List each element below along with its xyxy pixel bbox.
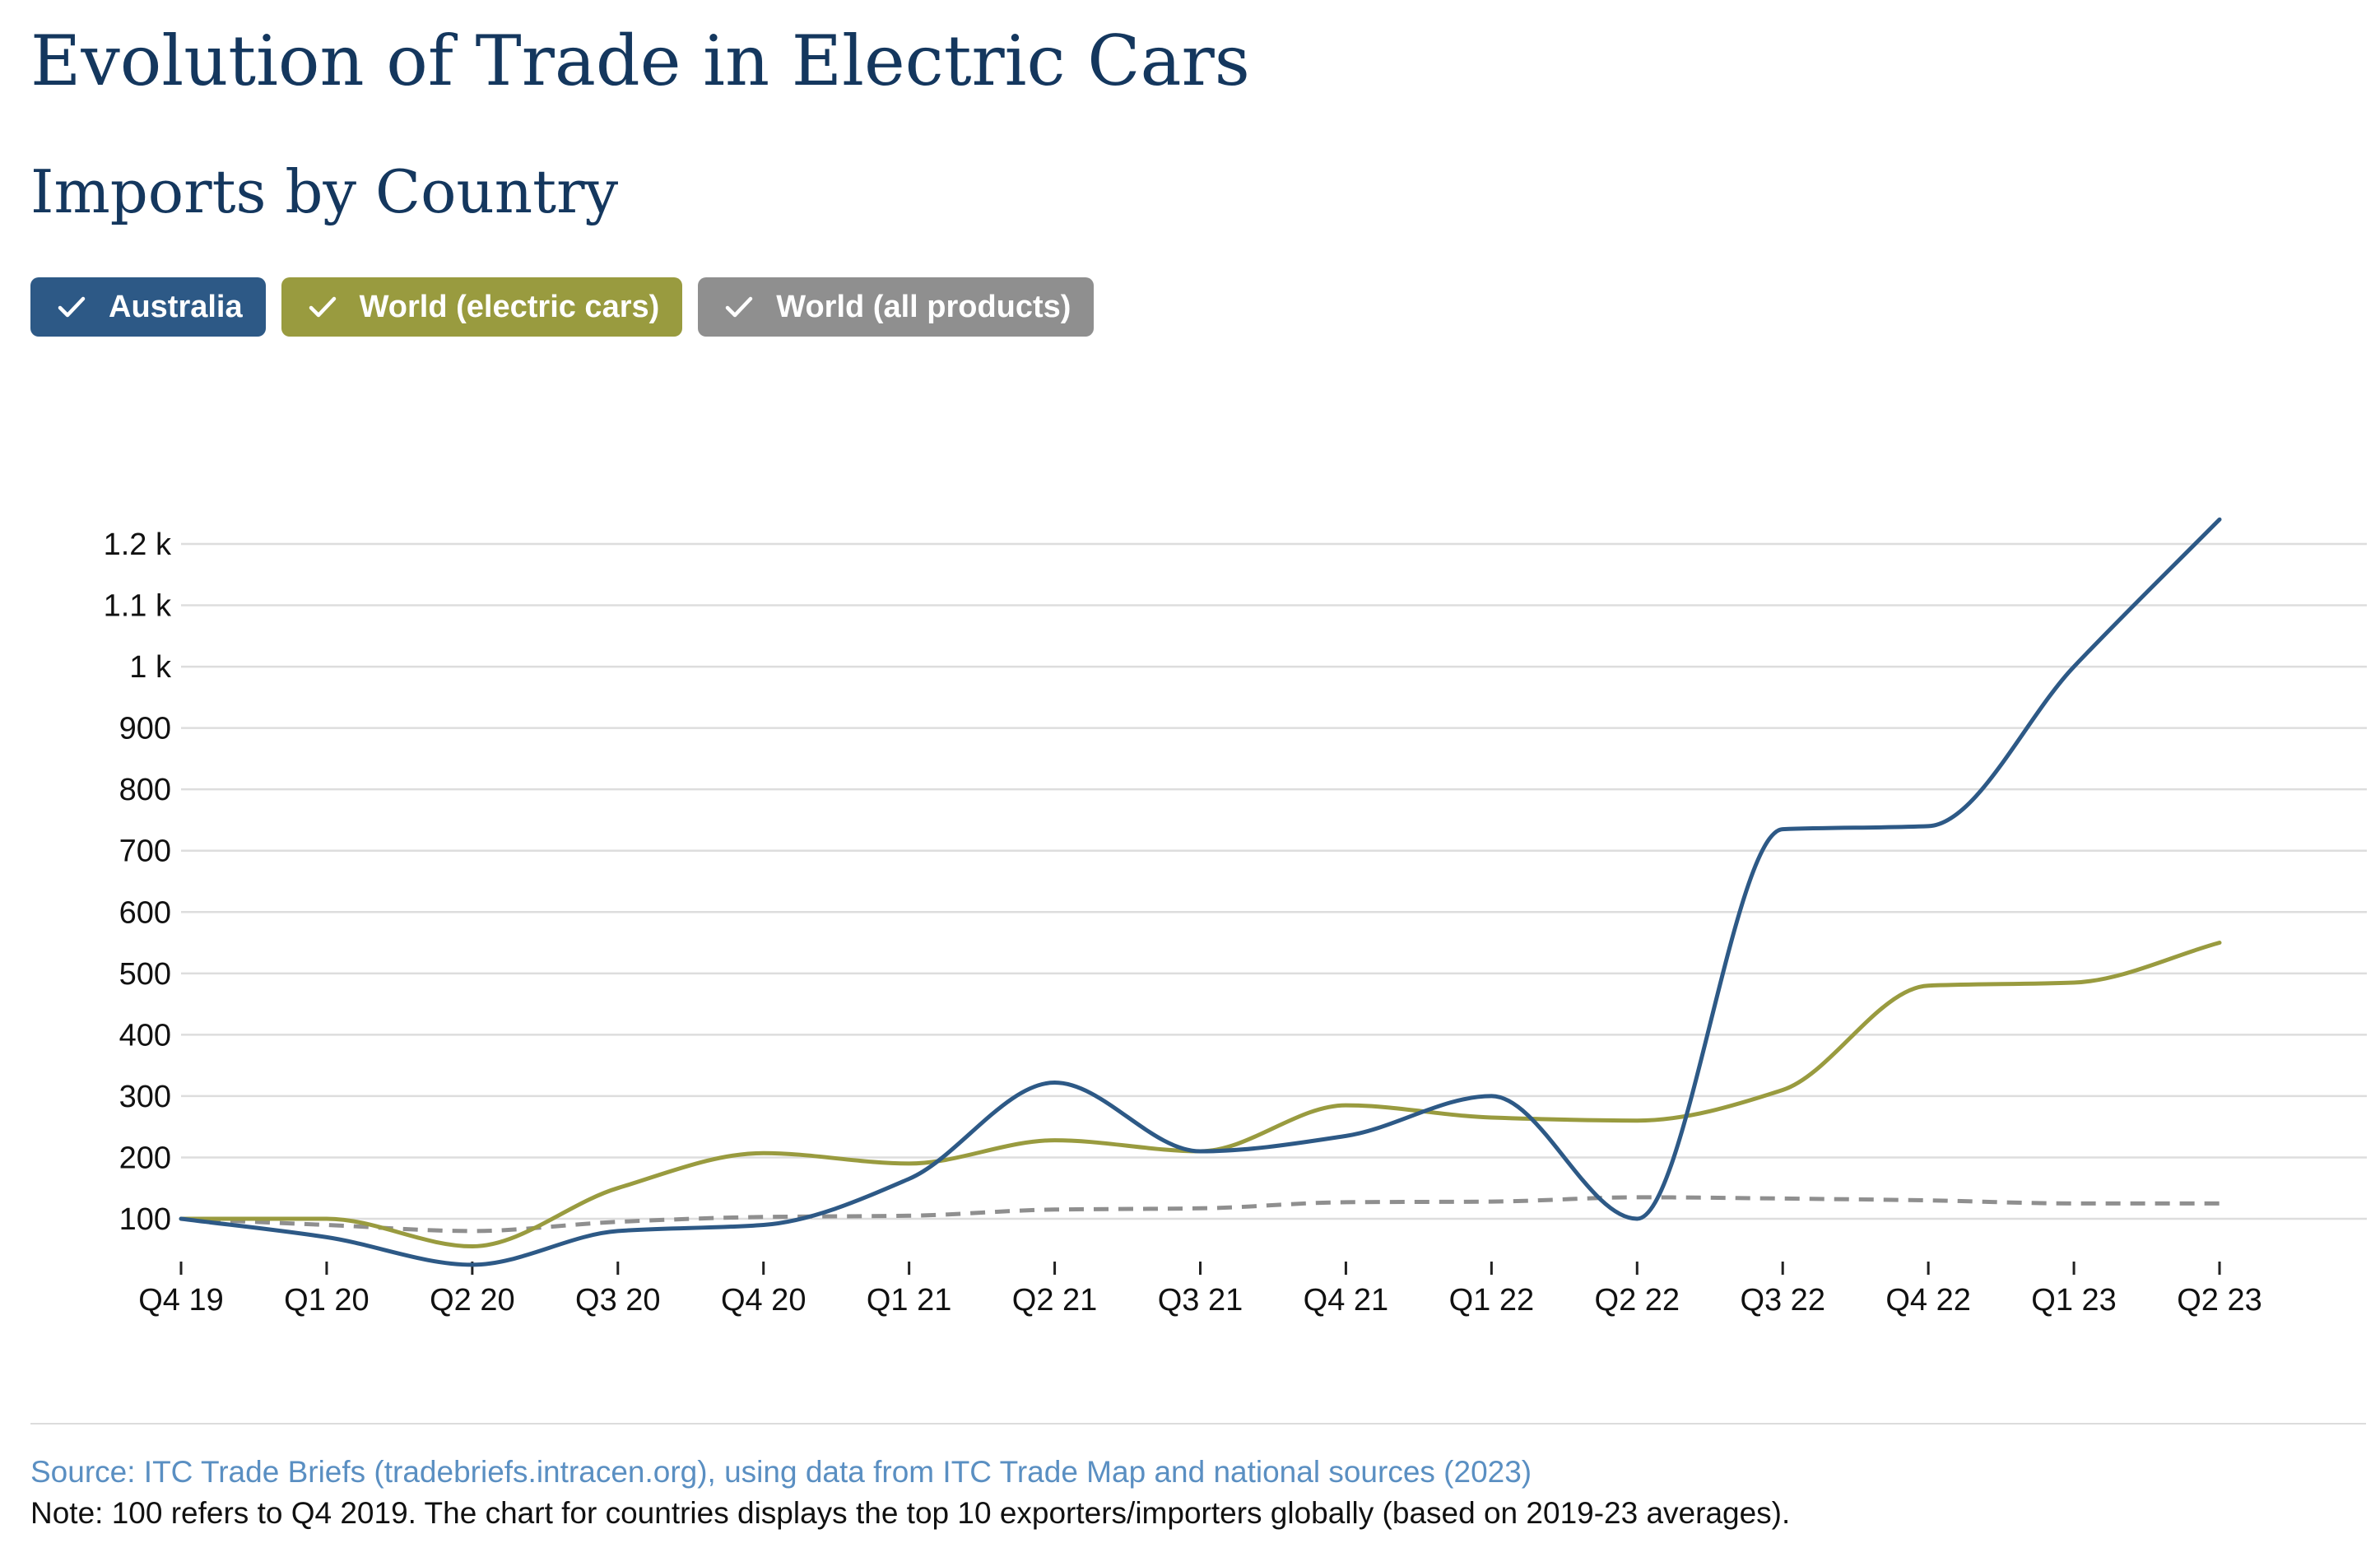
check-icon bbox=[306, 290, 339, 323]
series-line-world-all-products bbox=[180, 1195, 2220, 1234]
footer-divider bbox=[30, 1423, 2366, 1425]
y-tick-label: 800 bbox=[119, 773, 171, 807]
y-tick-label: 600 bbox=[119, 895, 171, 930]
y-tick-label: 400 bbox=[119, 1018, 171, 1053]
y-tick-label: 300 bbox=[119, 1080, 171, 1114]
legend-toggle-world-electric-cars[interactable]: World (electric cars) bbox=[281, 277, 683, 337]
footnote: Note: 100 refers to Q4 2019. The chart f… bbox=[30, 1496, 1791, 1530]
y-tick-label: 200 bbox=[119, 1141, 171, 1175]
legend-toggle-world-all-products[interactable]: World (all products) bbox=[698, 277, 1095, 337]
series-line-australia bbox=[179, 517, 2222, 1267]
x-tick-label: Q4 21 bbox=[1304, 1283, 1389, 1318]
x-axis-tick-labels: Q4 19 Q1 20 Q2 20 Q3 20 Q4 20 Q1 21 Q2 21 Q3 21… bbox=[138, 1283, 2262, 1318]
y-tick-label: 700 bbox=[119, 834, 171, 869]
x-tick-label: Q4 22 bbox=[1885, 1283, 1971, 1318]
y-tick-label: 1.1 k bbox=[104, 589, 172, 624]
x-axis bbox=[179, 1262, 2221, 1275]
check-icon bbox=[55, 290, 88, 323]
x-tick-label: Q1 20 bbox=[284, 1283, 370, 1318]
y-tick-label: 500 bbox=[119, 957, 171, 992]
x-tick-label: Q3 21 bbox=[1158, 1283, 1243, 1318]
y-tick-label: 100 bbox=[119, 1202, 171, 1237]
x-tick-label: Q3 20 bbox=[575, 1283, 661, 1318]
x-tick-label: Q3 22 bbox=[1740, 1283, 1825, 1318]
x-tick-label: Q1 23 bbox=[2031, 1283, 2117, 1318]
check-icon bbox=[723, 290, 755, 323]
x-tick-label: Q2 23 bbox=[2177, 1283, 2262, 1318]
legend-toggle-australia[interactable]: Australia bbox=[30, 277, 266, 337]
page-title: Evolution of Trade in Electric Cars bbox=[30, 21, 1250, 101]
x-tick-label: Q4 19 bbox=[138, 1283, 224, 1318]
x-tick-label: Q2 21 bbox=[1012, 1283, 1098, 1318]
x-tick-label: Q1 22 bbox=[1449, 1283, 1535, 1318]
y-tick-label: 1 k bbox=[129, 650, 172, 685]
y-axis-tick-labels: 100 200 300 400 500 600 700 800 900 1 k 1.1 k 1.2 k bbox=[104, 528, 172, 1237]
y-tick-label: 1.2 k bbox=[104, 528, 172, 562]
x-tick-label: Q4 20 bbox=[721, 1283, 807, 1318]
chart-subtitle: Imports by Country bbox=[30, 157, 619, 226]
x-tick-label: Q2 22 bbox=[1595, 1283, 1680, 1318]
legend: Australia World (electric cars) World (a… bbox=[30, 277, 1095, 337]
gridlines bbox=[181, 542, 2367, 1220]
legend-label-australia: Australia bbox=[109, 289, 243, 324]
series-lines bbox=[179, 517, 2222, 1267]
y-tick-label: 900 bbox=[119, 712, 171, 746]
source-link[interactable]: Source: ITC Trade Briefs (tradebriefs.in… bbox=[30, 1455, 1532, 1489]
legend-label-world-electric-cars: World (electric cars) bbox=[359, 289, 660, 324]
x-tick-label: Q1 21 bbox=[867, 1283, 952, 1318]
x-tick-label: Q2 20 bbox=[430, 1283, 515, 1318]
legend-label-world-all-products: World (all products) bbox=[776, 289, 1071, 324]
